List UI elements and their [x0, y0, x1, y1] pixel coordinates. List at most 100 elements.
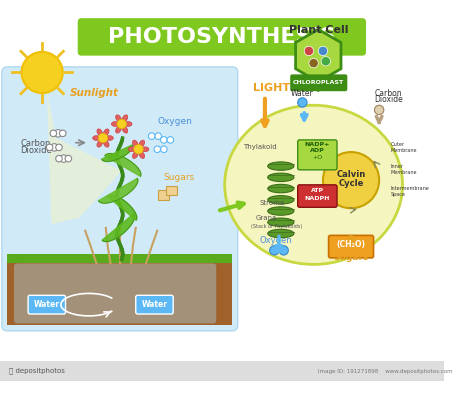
Text: (Stack of Thylakoids): (Stack of Thylakoids): [251, 224, 302, 229]
Ellipse shape: [268, 195, 294, 204]
Text: Carbon: Carbon: [20, 139, 51, 147]
Text: LIGHT: LIGHT: [253, 83, 290, 93]
Text: (CH₂O): (CH₂O): [337, 240, 365, 249]
Circle shape: [117, 119, 127, 129]
Ellipse shape: [97, 140, 102, 147]
Ellipse shape: [133, 140, 138, 147]
FancyBboxPatch shape: [78, 18, 366, 56]
Ellipse shape: [139, 140, 145, 147]
Circle shape: [309, 58, 319, 68]
Text: Stroma: Stroma: [259, 201, 284, 206]
Text: CHLOROPLAST: CHLOROPLAST: [293, 80, 344, 85]
Text: Calvin: Calvin: [337, 170, 365, 179]
Text: NADPH: NADPH: [305, 196, 330, 201]
Ellipse shape: [128, 147, 136, 152]
Text: Grana: Grana: [255, 216, 277, 221]
Ellipse shape: [111, 122, 119, 126]
Text: ATP: ATP: [311, 188, 324, 193]
Ellipse shape: [116, 115, 121, 122]
Ellipse shape: [225, 105, 402, 264]
Circle shape: [65, 155, 72, 162]
Bar: [8, 258, 232, 325]
Ellipse shape: [93, 136, 100, 140]
Ellipse shape: [268, 207, 294, 215]
Text: Inner
Membrane: Inner Membrane: [391, 164, 417, 175]
Polygon shape: [105, 154, 141, 177]
Circle shape: [161, 146, 167, 152]
Text: +O: +O: [312, 154, 322, 160]
Text: Carbon: Carbon: [374, 89, 402, 98]
Polygon shape: [296, 30, 341, 82]
FancyBboxPatch shape: [136, 295, 173, 314]
Ellipse shape: [122, 126, 128, 133]
FancyBboxPatch shape: [28, 295, 65, 314]
Text: Water: Water: [34, 300, 60, 309]
Circle shape: [98, 133, 108, 143]
Ellipse shape: [268, 173, 294, 182]
FancyBboxPatch shape: [14, 264, 216, 323]
Ellipse shape: [268, 162, 294, 170]
Text: Intermembrane
Space: Intermembrane Space: [391, 186, 429, 197]
Ellipse shape: [103, 140, 109, 147]
FancyBboxPatch shape: [166, 186, 177, 195]
Ellipse shape: [106, 136, 113, 140]
Circle shape: [56, 155, 62, 162]
Text: Sugars: Sugars: [164, 173, 195, 182]
Text: Sunlight: Sunlight: [70, 88, 119, 98]
Text: Oxygen: Oxygen: [157, 117, 192, 126]
Text: ⓓ depositphotos: ⓓ depositphotos: [9, 368, 65, 374]
Ellipse shape: [116, 126, 121, 133]
Circle shape: [319, 46, 328, 56]
Circle shape: [134, 145, 143, 154]
Circle shape: [50, 130, 56, 137]
Circle shape: [154, 146, 161, 152]
Circle shape: [46, 144, 53, 151]
Circle shape: [56, 144, 62, 151]
Polygon shape: [47, 91, 122, 224]
FancyBboxPatch shape: [290, 74, 347, 91]
FancyBboxPatch shape: [298, 140, 337, 170]
Text: Water: Water: [141, 300, 167, 309]
Ellipse shape: [103, 129, 109, 136]
Circle shape: [155, 133, 162, 139]
Text: Outer
Membrane: Outer Membrane: [391, 142, 417, 153]
Ellipse shape: [139, 151, 145, 158]
FancyBboxPatch shape: [2, 67, 238, 331]
Ellipse shape: [141, 147, 149, 152]
Circle shape: [298, 98, 307, 107]
Circle shape: [60, 155, 67, 162]
Text: Sugars: Sugars: [333, 253, 369, 262]
Polygon shape: [99, 178, 138, 203]
Circle shape: [59, 130, 66, 137]
Text: Cycle: Cycle: [338, 179, 364, 188]
Ellipse shape: [125, 122, 132, 126]
FancyBboxPatch shape: [328, 235, 374, 258]
Text: Dioxide: Dioxide: [20, 146, 52, 155]
Polygon shape: [102, 214, 135, 242]
Circle shape: [55, 130, 62, 137]
Circle shape: [304, 46, 314, 56]
Text: ADP: ADP: [310, 148, 325, 153]
Ellipse shape: [133, 151, 138, 158]
FancyBboxPatch shape: [158, 190, 169, 200]
Ellipse shape: [122, 115, 128, 122]
Circle shape: [161, 137, 167, 143]
FancyBboxPatch shape: [298, 185, 337, 207]
Text: PHOTOSYNTHESIS: PHOTOSYNTHESIS: [108, 27, 336, 47]
Bar: [8, 254, 232, 264]
Circle shape: [51, 144, 58, 151]
Circle shape: [279, 246, 288, 255]
Polygon shape: [102, 145, 133, 162]
Circle shape: [167, 137, 173, 143]
Ellipse shape: [268, 184, 294, 193]
Text: Oxygen: Oxygen: [260, 236, 292, 245]
Ellipse shape: [268, 218, 294, 227]
Circle shape: [321, 57, 330, 66]
Circle shape: [374, 105, 384, 115]
Text: Image ID: 191271898    www.depositphotos.com: Image ID: 191271898 www.depositphotos.co…: [319, 369, 453, 374]
Text: Dioxide: Dioxide: [374, 95, 403, 104]
Circle shape: [323, 152, 379, 208]
Text: Plant Cell: Plant Cell: [289, 25, 348, 35]
Text: Thylakoid: Thylakoid: [244, 144, 277, 150]
Circle shape: [21, 52, 63, 93]
